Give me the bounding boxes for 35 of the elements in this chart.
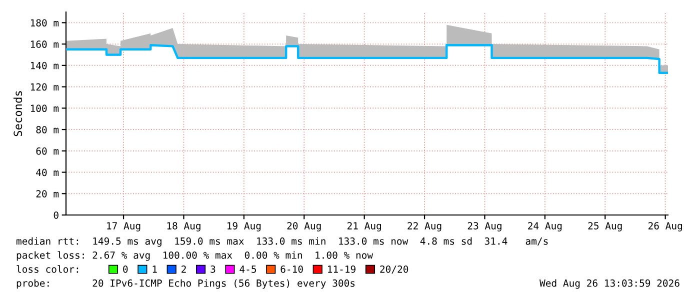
y-tick-label: 160 m: [30, 40, 59, 48]
y-axis-title: Seconds: [13, 91, 22, 136]
text: Wed Aug 26 13:03:59 2026: [540, 279, 680, 289]
text: probe: 20 IPv6-ICMP Echo Pings (56 Bytes) every 300s: [16, 279, 355, 289]
x-tick-label: 19 Aug: [228, 222, 261, 232]
legend-label: 6-10: [280, 265, 303, 273]
y-tick-label: 20 m: [36, 190, 59, 198]
legend-label: 4-5: [240, 266, 256, 273]
x-tick-label: 17 Aug: [107, 222, 140, 232]
legend-label: 3: [210, 265, 216, 273]
legend-label: 20/20: [380, 265, 408, 274]
x-tick-label: 26 Aug: [648, 222, 682, 232]
y-tick-label: 40 m: [36, 168, 59, 176]
x-tick-label: 24 Aug: [528, 222, 562, 232]
y-tick-label: 60 m: [36, 147, 59, 155]
legend-label: 1: [152, 266, 157, 273]
y-tick-label: 180 m: [30, 19, 59, 27]
legend-label: 11-19: [328, 265, 356, 273]
x-tick-label: 18 Aug: [167, 222, 200, 232]
x-tick-label: 25 Aug: [588, 222, 622, 232]
x-tick-label: 23 Aug: [468, 222, 502, 232]
legend-title: loss color:: [16, 265, 78, 273]
y-tick-label: 0: [54, 212, 58, 219]
legend-label: 0: [123, 265, 128, 273]
line-series: [66, 44, 668, 74]
y-tick-label: 120 m: [30, 83, 59, 91]
text: packet loss: 2.67 % avg 100.00 % max 0.00 % min 1.00 % now: [16, 251, 374, 261]
x-tick-label: 21 Aug: [347, 222, 381, 232]
x-tick-label: 22 Aug: [408, 222, 442, 232]
y-tick-label: 100 m: [30, 104, 59, 112]
legend-label: 2: [182, 265, 186, 273]
text: median rtt: 149.5 ms avg 159.0 ms max 133.0 ms min 133.0 ms now 4.8 ms sd 31.4 am/s: [16, 237, 548, 247]
y-tick-label: 140 m: [30, 62, 59, 70]
x-tick-label: 20 Aug: [287, 222, 321, 232]
y-tick-label: 80 m: [36, 126, 59, 134]
